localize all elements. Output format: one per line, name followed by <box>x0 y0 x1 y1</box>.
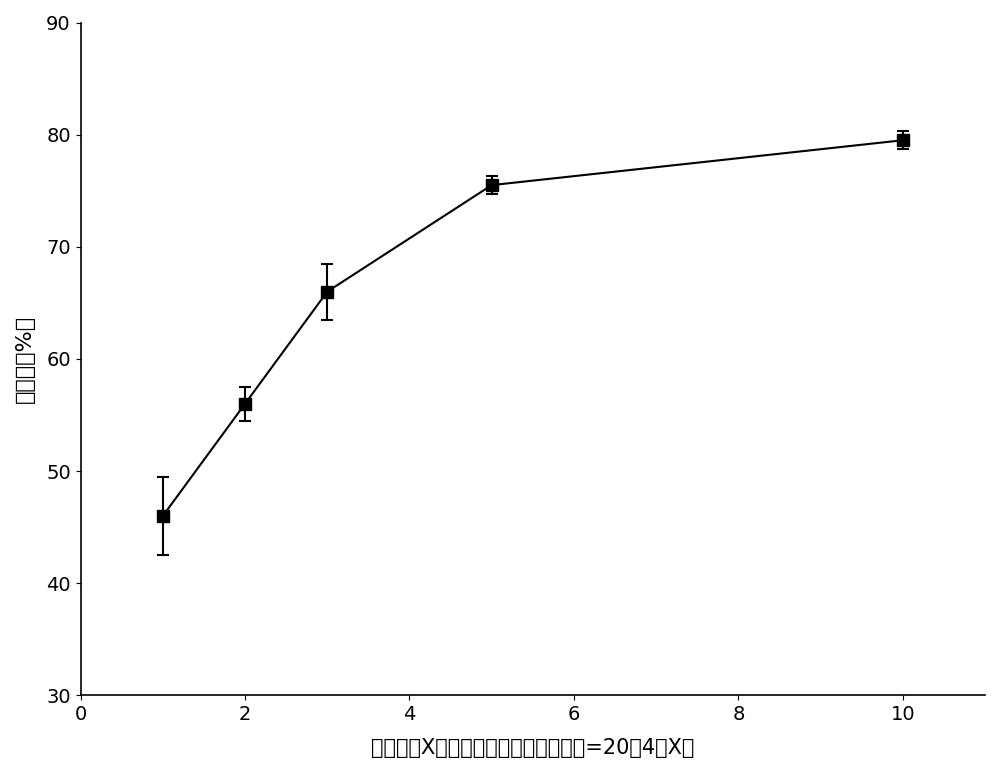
Y-axis label: 去除率（%）: 去除率（%） <box>15 315 35 403</box>
X-axis label: 单宁比例X（粘土：聚合氯化铝：单宁=20：4：X）: 单宁比例X（粘土：聚合氯化铝：单宁=20：4：X） <box>371 738 694 758</box>
